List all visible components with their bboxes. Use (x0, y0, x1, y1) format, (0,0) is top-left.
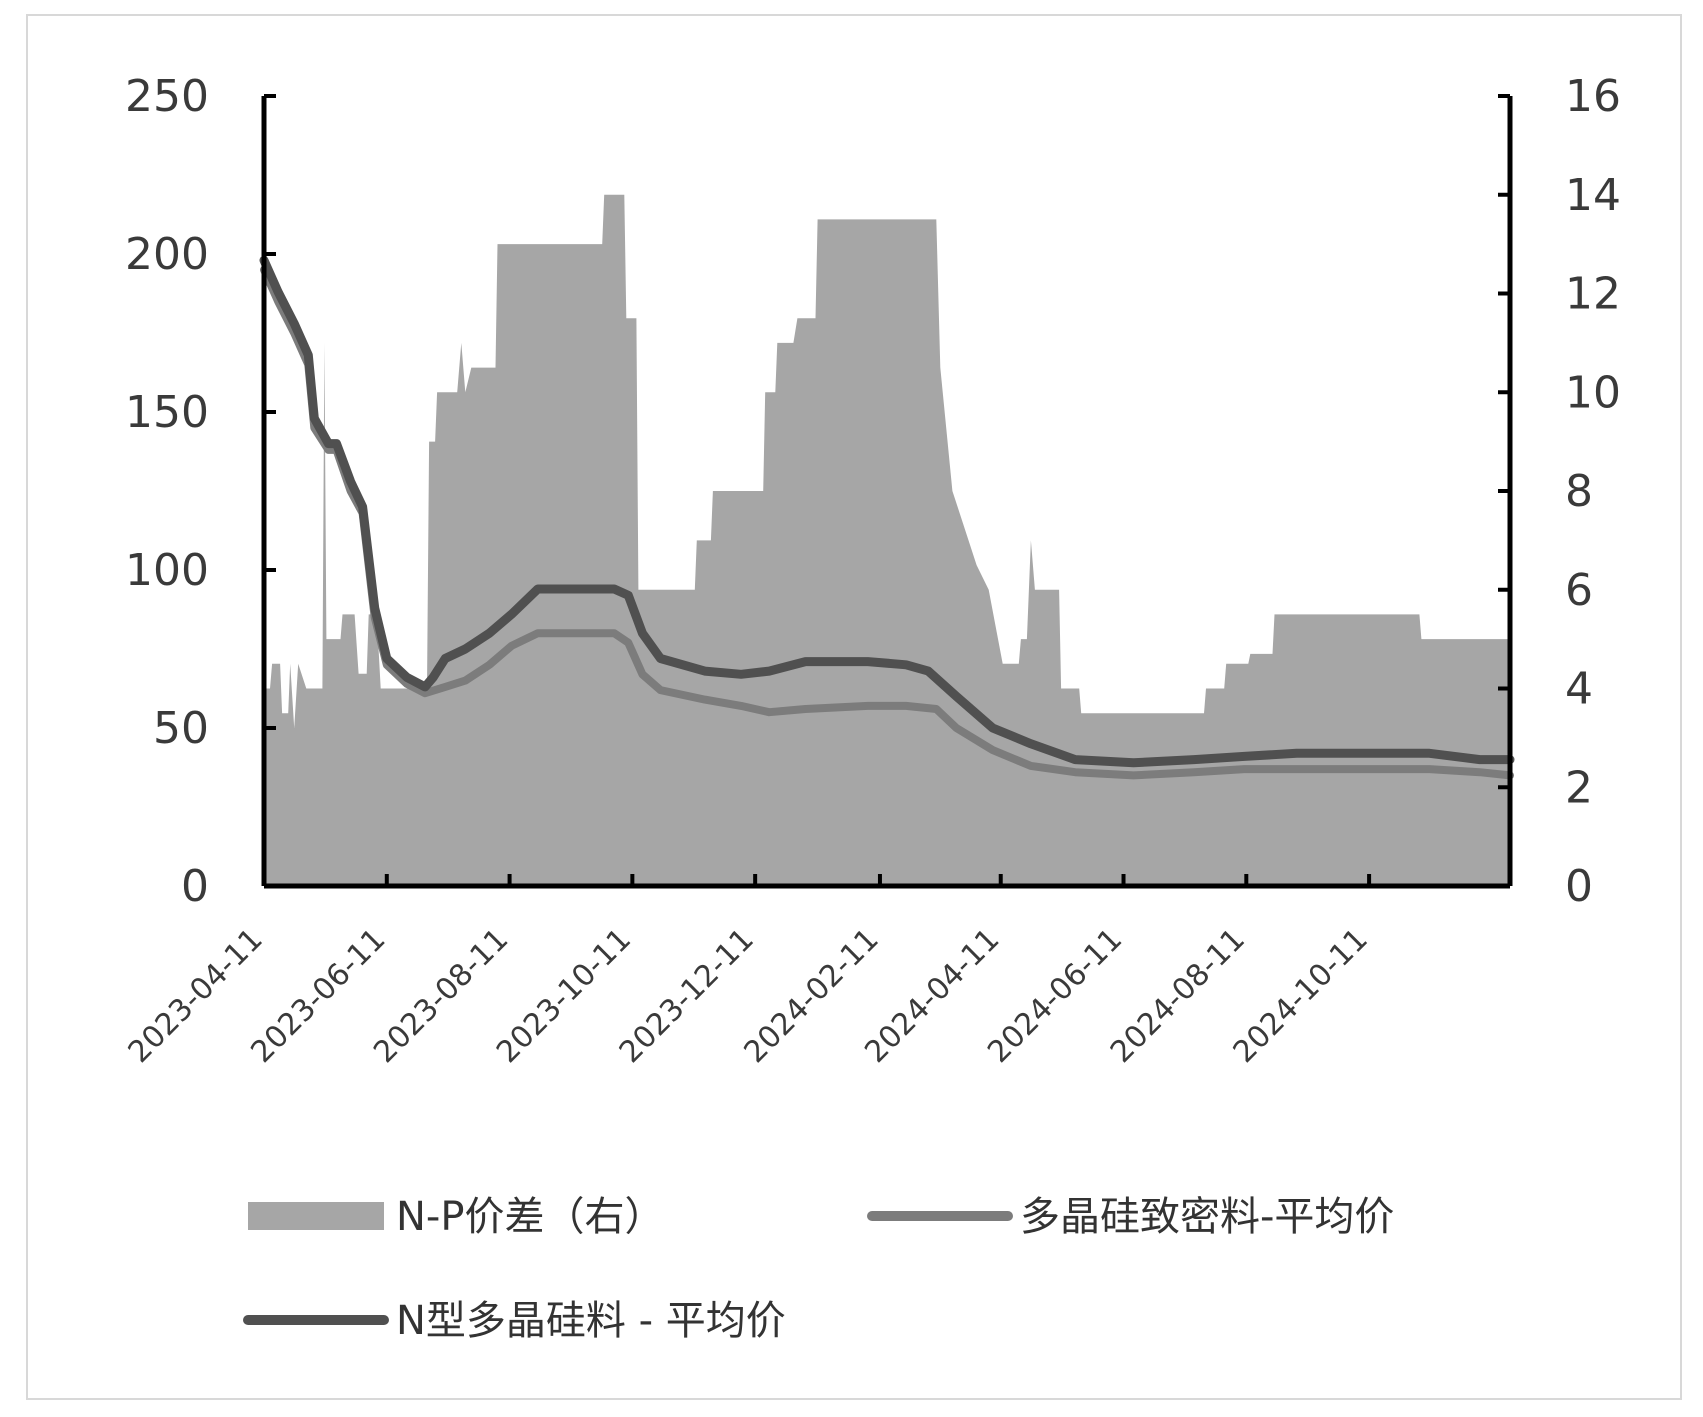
y-right-tick-label: 2 (1565, 762, 1593, 813)
area-layer (264, 194, 1510, 887)
y-right-tick-label: 0 (1565, 861, 1593, 912)
y-left-tick-label: 250 (125, 71, 209, 122)
y-right-tick-label: 4 (1565, 664, 1593, 715)
n-type-polysilicon-line (259, 255, 1515, 768)
legend-label: N型多晶硅料 - 平均价 (396, 1298, 786, 1344)
y-right-tick-label: 6 (1565, 565, 1593, 616)
y-left-tick-label: 50 (153, 703, 209, 754)
y-right-tick-label: 12 (1565, 269, 1621, 320)
y-left-tick-label: 150 (125, 387, 209, 438)
y-right-tick-label: 8 (1565, 466, 1593, 517)
legend: N-P价差（右） 多晶硅致密料-平均价 N型多晶硅料 - 平均价 (243, 1194, 1394, 1344)
line-layer (259, 255, 1515, 780)
np-spread-area (264, 194, 1510, 887)
y-left-tick-label: 100 (125, 545, 209, 596)
y-right-tick-label: 10 (1565, 367, 1621, 418)
legend-swatch-area (248, 1202, 384, 1230)
y-left-tick-label: 200 (125, 229, 209, 280)
legend-label: 多晶硅致密料-平均价 (1020, 1194, 1394, 1240)
y-left-tick-label: 0 (181, 861, 209, 912)
y-right-tick-label: 16 (1565, 71, 1621, 122)
legend-label: N-P价差（右） (396, 1194, 664, 1240)
y-right-tick-label: 14 (1565, 170, 1621, 221)
